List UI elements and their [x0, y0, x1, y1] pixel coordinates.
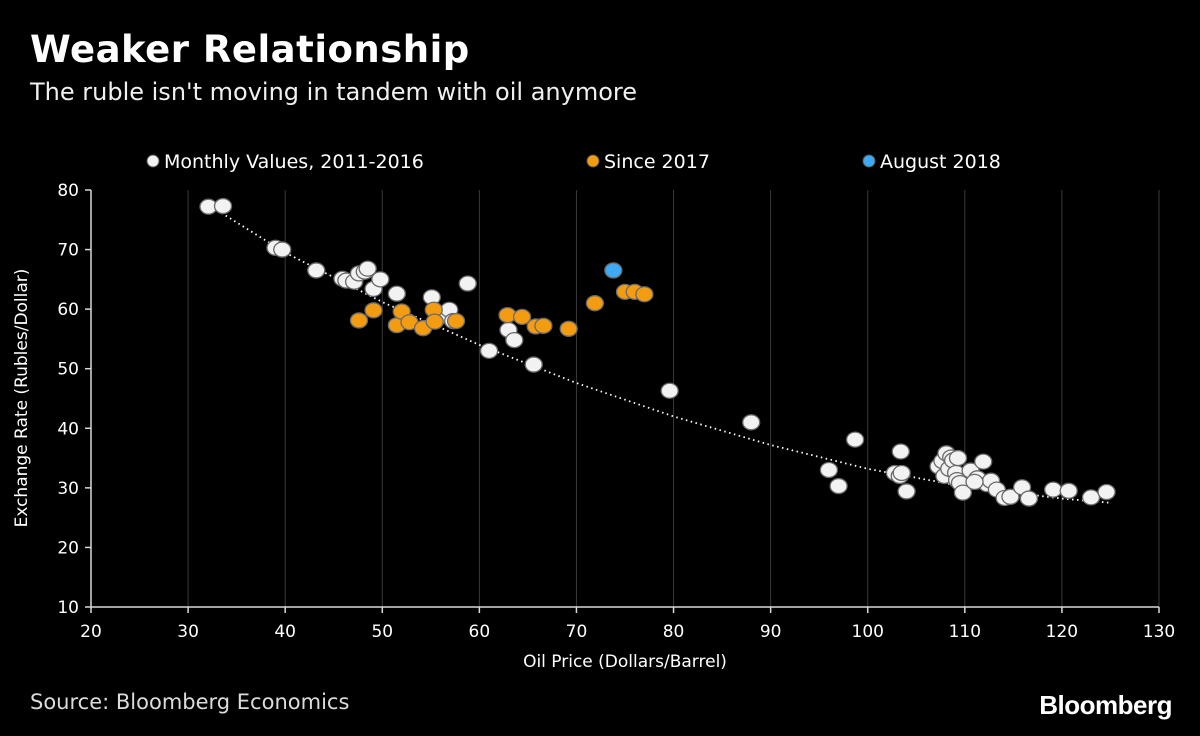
x-axis-label: Oil Price (Dollars/Barrel) — [523, 652, 727, 672]
y-tick-label: 50 — [57, 360, 79, 380]
x-tick-label: 80 — [663, 622, 685, 642]
data-point-series-1 — [458, 275, 477, 292]
legend-marker-2 — [586, 154, 600, 168]
legend-label-1: Monthly Values, 2011-2016 — [164, 151, 424, 173]
x-tick-label: 110 — [949, 622, 981, 642]
data-point-series-1 — [742, 414, 761, 431]
x-tick-label: 40 — [274, 622, 296, 642]
data-point-series-1 — [1044, 481, 1063, 498]
y-tick-label: 30 — [57, 479, 79, 499]
data-point-series-2 — [364, 302, 383, 319]
x-tick-label: 90 — [760, 622, 782, 642]
x-tick-label: 60 — [469, 622, 491, 642]
data-point-series-1 — [953, 484, 973, 501]
data-point-series-2 — [446, 312, 466, 330]
x-tick-label: 30 — [177, 622, 199, 642]
data-point-series-1 — [948, 449, 968, 467]
x-tick-label: 130 — [1143, 622, 1175, 642]
data-point-series-2 — [425, 313, 444, 330]
data-point-series-1 — [965, 473, 984, 491]
legend-label-2: Since 2017 — [604, 151, 710, 173]
y-tick-label: 20 — [57, 538, 79, 558]
data-point-series-2 — [585, 295, 605, 312]
data-point-series-3 — [604, 262, 623, 279]
legend: Monthly Values, 2011-2016 Since 2017 Augus… — [146, 151, 1001, 173]
y-tick-label: 60 — [57, 300, 79, 320]
tick-labels: 20 30 40 50 60 70 80 90 100 110 120 130102030405060… — [57, 181, 1175, 642]
x-tick-label: 70 — [566, 622, 588, 642]
data-point-series-1 — [1097, 483, 1116, 501]
data-point-series-1 — [1081, 489, 1101, 506]
x-tick-label: 120 — [1046, 622, 1078, 642]
data-point-series-1 — [891, 443, 910, 460]
grid-lines — [187, 190, 1160, 607]
data-point-series-1 — [1059, 482, 1078, 499]
legend-label-3: August 2018 — [880, 151, 1001, 173]
data-point-series-2 — [512, 308, 532, 326]
data-point-series-2 — [635, 286, 654, 303]
x-tick-label: 20 — [80, 622, 102, 642]
axes — [85, 189, 1160, 613]
y-tick-label: 80 — [57, 181, 79, 201]
y-tick-label: 40 — [57, 419, 79, 439]
x-tick-label: 50 — [371, 622, 393, 642]
data-point-series-1 — [660, 382, 679, 399]
data-point-series-1 — [505, 331, 524, 349]
data-point-series-1 — [1019, 490, 1039, 507]
data-point-series-2 — [534, 317, 553, 334]
data-point-series-1 — [479, 342, 499, 359]
data-point-series-1 — [307, 262, 326, 279]
data-point-series-1 — [829, 477, 848, 495]
chart-subtitle: The ruble isn't moving in tandem with oi… — [30, 78, 637, 106]
data-point-series-2 — [559, 320, 578, 337]
data-point-series-1 — [1001, 488, 1020, 505]
legend-marker-3 — [862, 154, 876, 168]
source-note: Source: Bloomberg Economics — [30, 690, 350, 714]
y-tick-label: 10 — [57, 598, 79, 618]
data-point-series-1 — [387, 285, 406, 302]
y-tick-label: 70 — [57, 241, 79, 261]
data-point-series-1 — [371, 271, 390, 288]
chart-title: Weaker Relationship — [30, 28, 470, 71]
data-point-series-1 — [974, 453, 993, 470]
bloomberg-logo: Bloomberg — [1039, 690, 1172, 720]
data-point-series-1 — [213, 197, 233, 215]
data-point-series-1 — [358, 260, 377, 277]
data-point-series-1 — [524, 356, 543, 373]
data-point-series-2 — [349, 312, 369, 329]
legend-marker-1 — [146, 154, 160, 168]
data-point-series-1 — [273, 241, 292, 258]
data-point-series-1 — [897, 483, 916, 500]
data-points — [199, 197, 1116, 507]
data-point-series-1 — [845, 431, 865, 448]
data-point-series-1 — [819, 461, 839, 479]
data-point-series-1 — [892, 464, 911, 482]
y-axis-label: Exchange Rate (Rubles/Dollar) — [12, 269, 32, 528]
x-tick-label: 100 — [852, 622, 884, 642]
